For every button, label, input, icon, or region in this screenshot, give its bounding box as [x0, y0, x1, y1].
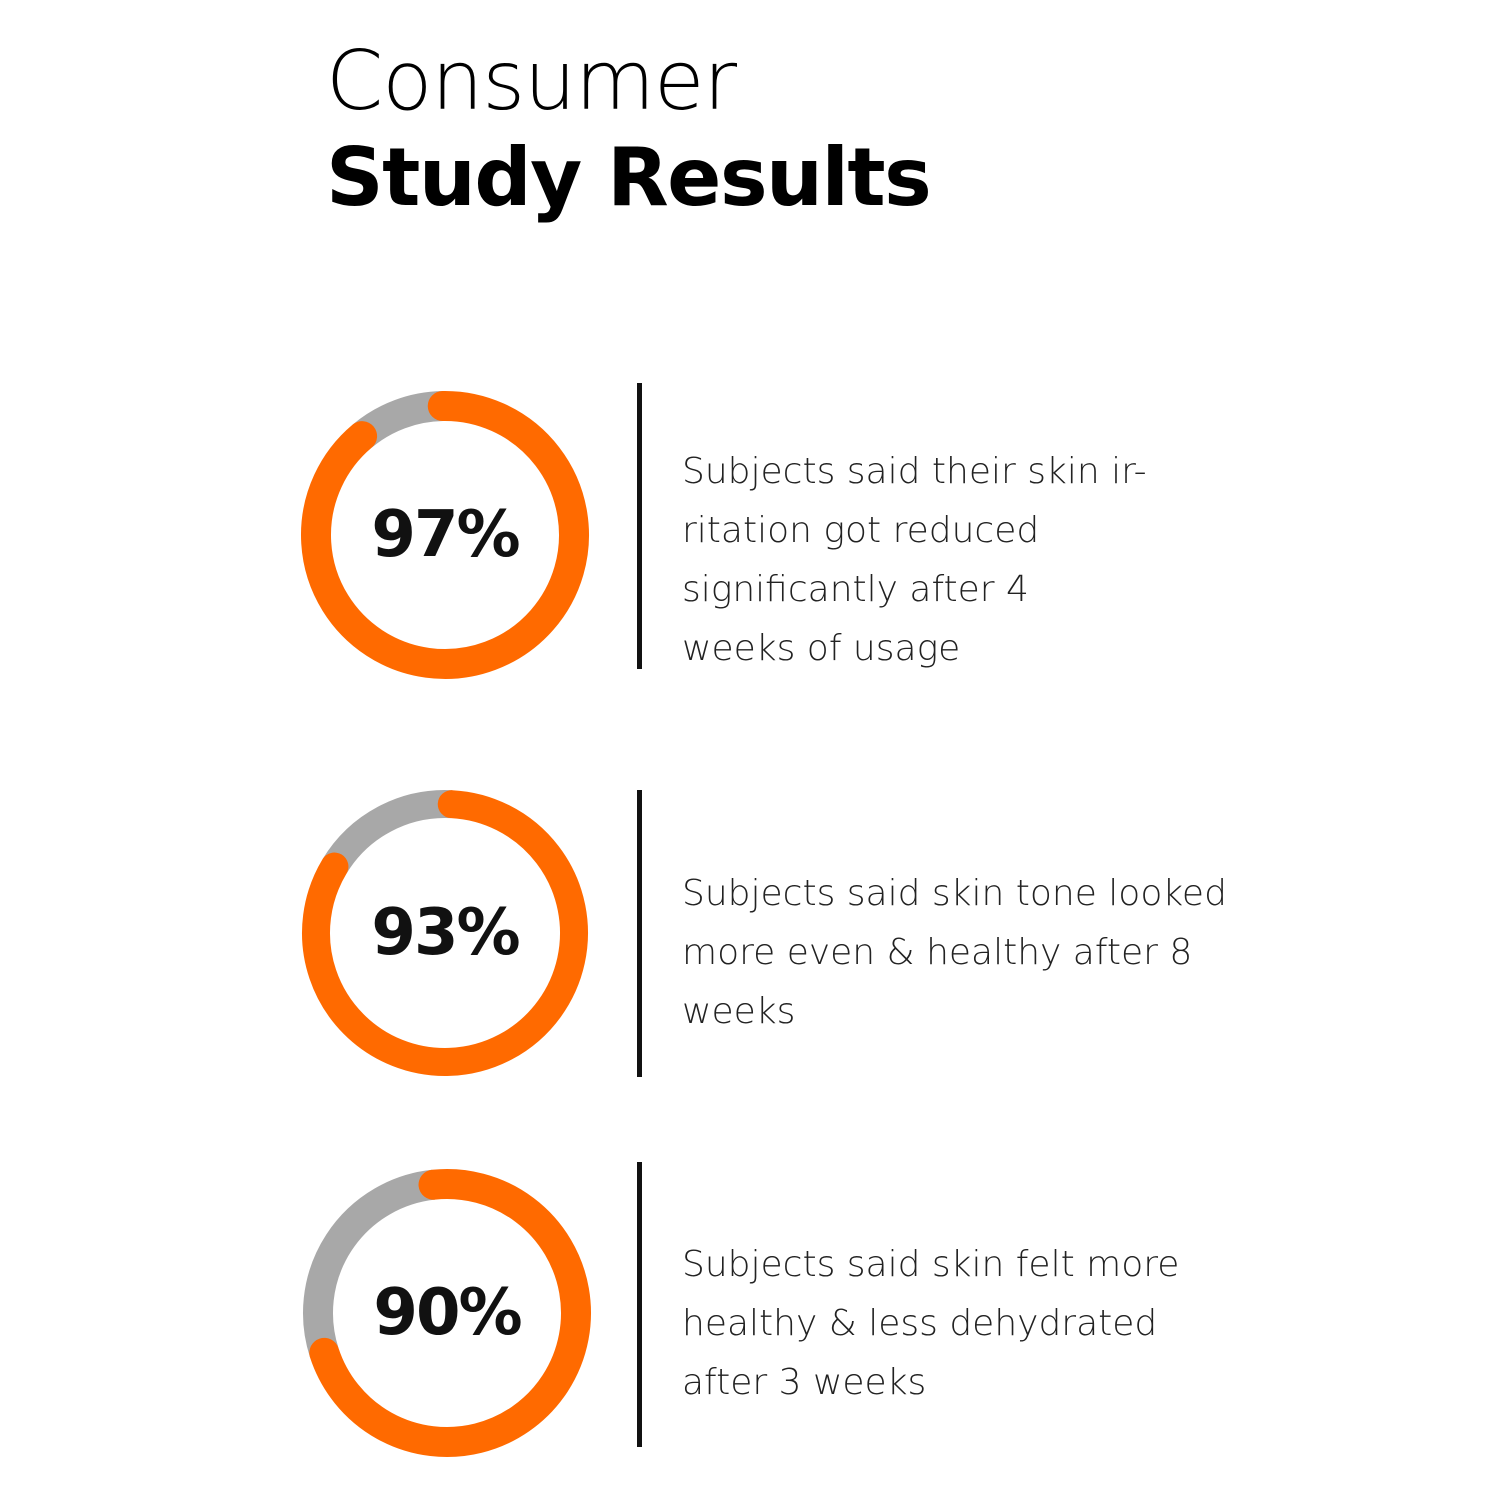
donut-value-arc-2: [302, 790, 588, 1076]
title-line-consumer: Consumer: [326, 34, 737, 129]
divider-2: [637, 790, 642, 1077]
stat-description-2: Subjects said skin tone looked more even…: [682, 864, 1282, 1041]
donut-svg-1: [301, 391, 589, 679]
stat-description-3-line-1: Subjects said skin felt more: [682, 1244, 1180, 1285]
donut-percentage-3: 90%: [373, 1276, 522, 1350]
stat-description-1-line-2: ritation got reduced: [682, 510, 1040, 551]
stat-description-2-line-3: weeks: [682, 991, 796, 1032]
stat-description-1-line-4: weeks of usage: [682, 628, 961, 669]
stat-description-2-line-1: Subjects said skin tone looked: [682, 873, 1227, 914]
divider-3: [637, 1162, 642, 1447]
donut-value-arc-3: [309, 1169, 591, 1457]
stat-description-1-line-1: Subjects said their skin ir-: [682, 451, 1147, 492]
stat-description-1-line-3: significantly after 4: [682, 569, 1029, 610]
divider-1: [637, 383, 642, 669]
donut-percentage-2: 93%: [371, 896, 520, 970]
donut-value-arc-1: [301, 391, 589, 679]
donut-chart-1: 97%: [300, 390, 590, 680]
stat-description-2-line-2: more even & healthy after 8: [682, 932, 1193, 973]
donut-svg-3: [303, 1169, 591, 1457]
donut-remainder-arc-3: [303, 1169, 436, 1358]
donut-chart-3: 90%: [300, 1166, 594, 1460]
donut-percentage-1: 97%: [371, 498, 520, 572]
stat-description-3-line-3: after 3 weeks: [682, 1362, 927, 1403]
donut-svg-2: [302, 790, 588, 1076]
donut-chart-2: 93%: [300, 788, 590, 1078]
stat-description-3-line-2: healthy & less dehydrated: [682, 1303, 1158, 1344]
donut-remainder-arc-2: [322, 790, 453, 875]
page-title: Consumer Study Results: [326, 34, 932, 226]
stat-description-3: Subjects said skin felt more healthy & l…: [682, 1235, 1282, 1412]
title-line-study-results: Study Results: [326, 131, 932, 224]
stat-description-1: Subjects said their skin ir- ritation go…: [682, 442, 1282, 678]
